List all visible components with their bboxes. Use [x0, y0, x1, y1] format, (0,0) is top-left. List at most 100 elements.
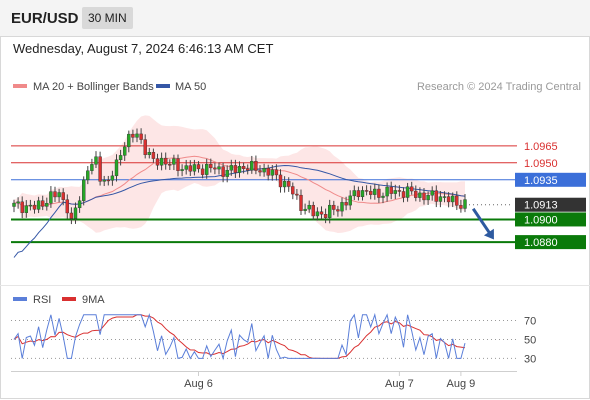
candle-body	[364, 190, 369, 192]
candle-body	[356, 190, 361, 198]
candle-body	[213, 167, 217, 170]
candle-body	[258, 170, 262, 173]
candle-body	[57, 192, 61, 198]
candle-body	[410, 186, 414, 192]
candle-body	[360, 190, 365, 198]
candle-body	[53, 191, 57, 198]
candle-body	[69, 212, 74, 219]
candle-body	[323, 214, 328, 218]
level-label-1.0900: 1.0900	[524, 214, 558, 226]
candle-body	[20, 201, 24, 213]
candle-body	[36, 200, 41, 210]
candle-body	[155, 158, 160, 166]
candle-body	[114, 159, 119, 177]
candle-body	[45, 203, 49, 207]
candle-body	[307, 205, 311, 210]
level-label-1.0950: 1.0950	[524, 158, 558, 170]
candle-body	[86, 170, 90, 181]
candle-body	[41, 200, 45, 207]
ma20-legend-swatch	[13, 84, 27, 88]
candle-body	[65, 199, 70, 214]
candle-body	[204, 164, 209, 175]
candle-body	[196, 164, 201, 170]
candle-body	[209, 164, 213, 169]
candle-body	[147, 152, 152, 155]
x-axis: Aug 6 Aug 7 Aug 9	[11, 371, 517, 390]
candle-body	[278, 174, 283, 188]
candle-body	[291, 186, 295, 195]
rsi-tick-70: 70	[524, 315, 536, 327]
level-tag-1.0880	[515, 235, 586, 250]
candle-body	[438, 196, 443, 202]
candle-body	[401, 191, 406, 198]
forecast-arrow-head	[483, 228, 494, 240]
candle-body	[94, 156, 98, 165]
ma50-legend-swatch	[156, 84, 170, 88]
x-tick-label: Aug 7	[385, 378, 414, 390]
candle-body	[319, 211, 324, 215]
rsi-legend-label: RSI	[33, 294, 51, 306]
ma9-line	[13, 314, 466, 359]
candle-body	[241, 166, 246, 169]
current-price-label: 1.0913	[524, 200, 558, 212]
candle-body	[180, 169, 184, 171]
candle-body	[122, 146, 127, 156]
candle-body	[299, 194, 303, 211]
candle-body	[225, 170, 229, 177]
rsi-tick-50: 50	[524, 334, 536, 346]
candle-body	[49, 191, 53, 204]
candle-body	[262, 168, 266, 173]
candle-body	[151, 152, 156, 159]
candle-body	[270, 169, 274, 176]
candle-body	[28, 204, 33, 207]
symbol-title: EUR/USD	[11, 10, 79, 27]
rsi-legend-swatch	[13, 297, 27, 301]
candle-body	[303, 208, 307, 211]
candle-body	[192, 164, 197, 172]
candle-body	[233, 165, 238, 173]
candle-body	[110, 175, 115, 181]
candle-body	[98, 156, 102, 182]
candle-body	[336, 209, 340, 212]
price-panel: 1.0965 1.0950 1.0935 1.0900 1.0880 1.0913	[11, 115, 586, 258]
candle-body	[90, 164, 94, 171]
candle-body	[229, 165, 234, 171]
candle-body	[463, 199, 467, 209]
candle-body	[77, 200, 82, 209]
candle-body	[282, 181, 287, 188]
candle-body	[295, 193, 299, 196]
candle-body	[287, 181, 291, 187]
candle-body	[118, 155, 123, 161]
rsi-legend: RSI 9MA	[13, 294, 105, 306]
forecast-arrow-shaft	[471, 207, 493, 238]
candle-body	[159, 157, 164, 166]
candle-body	[311, 205, 315, 217]
candle-body	[451, 195, 455, 203]
x-tick-label: Aug 9	[447, 378, 476, 390]
timeframe-badge[interactable]: 30 MIN	[82, 7, 133, 29]
candle-body	[163, 157, 168, 165]
candle-body	[217, 166, 221, 170]
candle-body	[389, 186, 393, 194]
candle-body	[397, 190, 402, 192]
candle-body	[184, 165, 188, 170]
level-label-1.0965: 1.0965	[524, 141, 558, 153]
level-tag-1.0935	[515, 172, 586, 187]
candle-body	[127, 133, 131, 148]
rsi-tick-30: 30	[524, 353, 536, 365]
candle-body	[414, 190, 418, 198]
candle-body	[81, 179, 86, 201]
ma9-legend-swatch	[62, 297, 76, 301]
candle-body	[385, 186, 389, 197]
candle-body	[344, 202, 348, 206]
candle-body	[106, 179, 111, 182]
level-label-1.0935: 1.0935	[524, 175, 558, 187]
ma9-legend-label: 9MA	[82, 294, 105, 306]
candle-body	[237, 166, 242, 173]
rsi-panel: 70 50 30	[11, 312, 536, 365]
candle-body	[200, 168, 205, 175]
candle-body	[442, 196, 447, 198]
candle-body	[102, 179, 106, 182]
candle-body	[455, 195, 459, 206]
candle-body	[348, 195, 352, 206]
